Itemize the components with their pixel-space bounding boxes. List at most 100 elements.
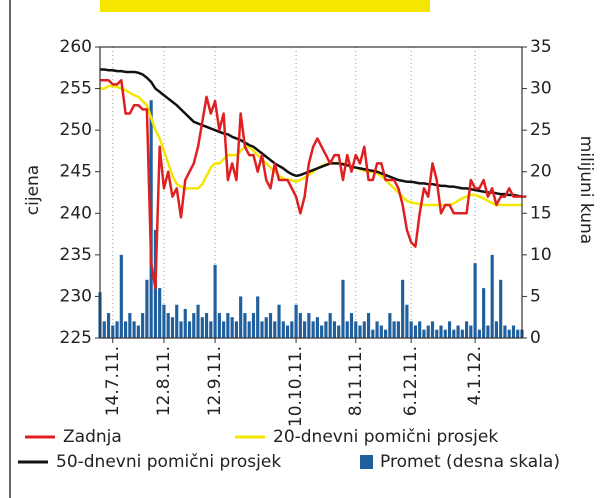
volume-bar [200,317,204,338]
y-tick-label: 250 [60,120,92,140]
volume-bar [413,325,418,338]
volume-bar [392,321,396,338]
volume-bar [354,321,358,338]
volume-bar [332,321,337,338]
legend-label: Zadnja [63,427,122,447]
volume-bar [290,321,294,338]
volume-bar [106,313,111,338]
plot-frame [99,46,523,339]
volume-bar [281,321,285,338]
volume-bar [170,317,175,338]
volume-bar [388,313,392,338]
volume-bar [511,325,516,338]
volume-bar [486,325,490,338]
volume-bar [516,329,520,338]
y2-tick-label: 25 [530,120,552,140]
volume-bar [285,325,290,338]
volume-bar [439,325,443,338]
volume-bar [102,321,106,338]
volume-bar [204,313,209,338]
y2-tick-label: 30 [530,79,552,99]
volume-bar [405,304,409,338]
volume-bar [243,313,247,338]
volume-bar [226,313,230,338]
volume-bar [260,321,264,338]
volume-bar [264,317,268,338]
y2-tick-label: 0 [530,328,541,348]
y-axis-label: cijena [23,165,43,215]
volume-bar [345,321,349,338]
volume-bar [490,254,494,338]
volume-bar [192,313,196,338]
y2-tick-label: 5 [530,286,541,306]
volume-bar [396,321,400,338]
volume-bar [187,321,192,338]
volume-bar [469,325,473,338]
y2-tick-label: 35 [530,37,552,57]
volume-bar [115,321,119,338]
volume-bar [158,288,162,338]
volume-bar [311,321,315,338]
price-line [100,68,523,198]
volume-bar [234,321,238,338]
volume-bar [166,313,170,338]
y-tick-label: 260 [60,37,92,57]
volume-bar [384,329,388,338]
y-tick-label: 240 [60,203,92,223]
price-line [100,84,522,207]
legend-label: 50-dnevni pomični prosjek [56,452,281,472]
volume-bar [303,321,307,338]
volume-bar [273,321,277,338]
volume-bar [145,279,149,338]
volume-bar [136,325,140,338]
volume-bar [179,321,183,338]
price-line [100,79,527,290]
volume-bar [268,313,273,338]
x-tick-label: 14.7.11. [103,346,123,416]
volume-bar [443,329,447,338]
volume-bar [111,325,115,338]
volume-bar [507,329,511,338]
legend-swatch [360,455,373,469]
volume-bar [379,325,383,338]
volume-bar [349,313,354,338]
volume-bar [362,321,366,338]
volume-bar [315,317,319,338]
volume-bar [294,304,298,338]
volume-bar [366,313,371,338]
volume-bar [337,325,341,338]
volume-bar [430,321,435,338]
volume-bar [183,308,187,338]
volume-bar [277,304,281,338]
volume-bar [128,313,132,338]
volume-bar [239,296,243,338]
volume-bar [320,325,324,338]
volume-bar [196,304,200,338]
volume-bar [482,288,486,338]
volume-bar [247,321,251,338]
x-tick-label: 4.1.12. [465,346,485,405]
x-tick-label: 6.12.11. [401,346,421,416]
legend-label: 20-dnevni pomični prosjek [273,427,498,447]
volume-bar [422,329,426,338]
y-tick-label: 245 [60,162,92,182]
volume-bar [375,321,379,338]
volume-bar [213,264,217,338]
volume-bar [251,313,256,338]
volume-bar [456,325,460,338]
x-tick-label: 12.9.11. [205,346,225,416]
volume-bar [371,329,375,338]
volume-bar [175,304,179,338]
volume-bar [132,321,136,338]
y2-tick-label: 15 [530,203,552,223]
volume-bar [452,329,456,338]
y2-tick-label: 20 [530,162,552,182]
volume-bar [222,321,226,338]
volume-bar [447,321,452,338]
y-tick-label: 235 [60,245,92,265]
volume-bar [123,321,128,338]
volume-bar [477,329,481,338]
volume-bar [358,325,362,338]
volume-bar [341,279,345,338]
volume-bar [494,321,499,338]
